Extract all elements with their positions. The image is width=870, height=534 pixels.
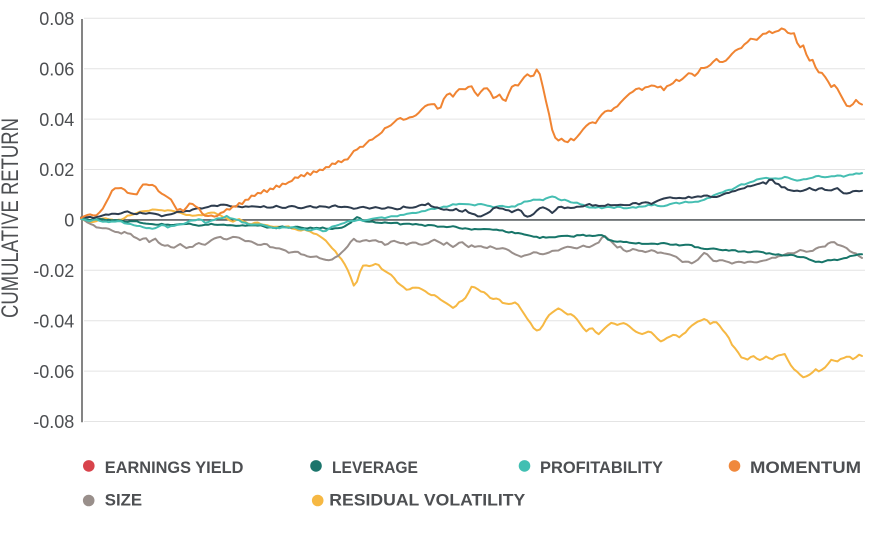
svg-text:0: 0: [64, 211, 74, 231]
svg-text:PROFITABILITY: PROFITABILITY: [540, 458, 664, 477]
svg-text:-0.02: -0.02: [33, 261, 74, 281]
svg-text:0.06: 0.06: [39, 59, 74, 79]
svg-text:CUMULATIVE RETURN: CUMULATIVE RETURN: [0, 118, 24, 318]
svg-text:EARNINGS YIELD: EARNINGS YIELD: [105, 458, 244, 477]
svg-text:SIZE: SIZE: [105, 490, 142, 509]
svg-text:LEVERAGE: LEVERAGE: [332, 458, 418, 477]
svg-text:0.08: 0.08: [39, 9, 74, 29]
svg-text:MOMENTUM: MOMENTUM: [750, 458, 861, 477]
svg-text:-0.08: -0.08: [33, 412, 74, 432]
svg-text:0.04: 0.04: [39, 110, 74, 130]
svg-text:0.02: 0.02: [39, 160, 74, 180]
svg-text:RESIDUAL VOLATILITY: RESIDUAL VOLATILITY: [329, 490, 526, 509]
svg-text:-0.06: -0.06: [33, 362, 74, 382]
svg-text:-0.04: -0.04: [33, 311, 74, 331]
